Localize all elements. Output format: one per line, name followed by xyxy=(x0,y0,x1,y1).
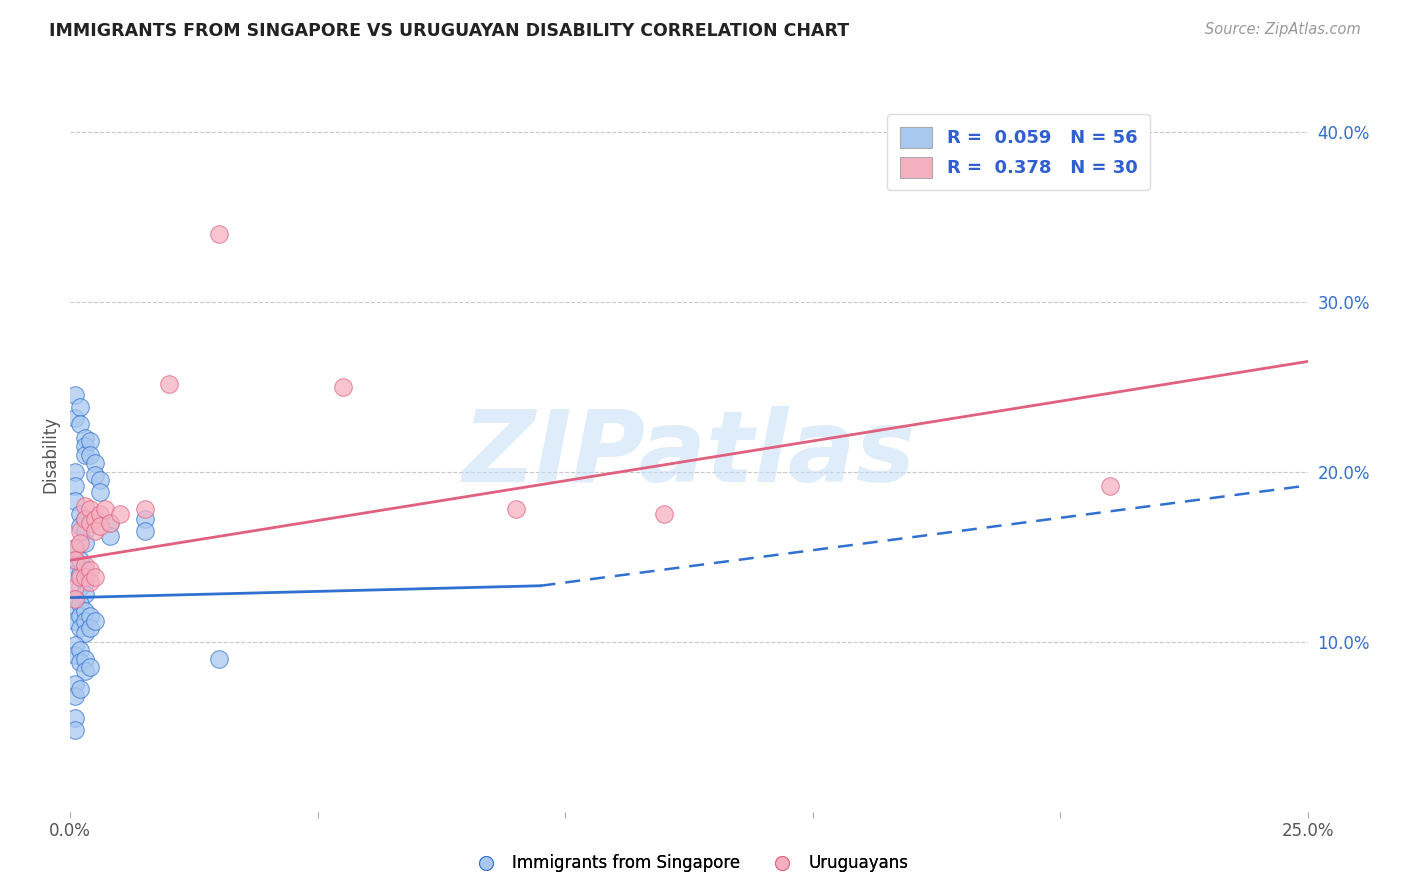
Point xyxy=(79,564,101,578)
Point xyxy=(69,519,91,533)
Point xyxy=(79,448,101,462)
Point xyxy=(69,508,91,522)
Text: IMMIGRANTS FROM SINGAPORE VS URUGUAYAN DISABILITY CORRELATION CHART: IMMIGRANTS FROM SINGAPORE VS URUGUAYAN D… xyxy=(49,22,849,40)
Point xyxy=(79,575,101,590)
Point xyxy=(84,570,107,584)
Point xyxy=(69,401,91,415)
Point xyxy=(84,457,107,471)
Point xyxy=(208,227,231,241)
Point xyxy=(75,536,97,550)
Point xyxy=(332,380,354,394)
Point xyxy=(89,485,111,500)
Point xyxy=(652,508,675,522)
Point xyxy=(98,529,121,543)
Point xyxy=(65,615,87,629)
Point xyxy=(65,677,87,691)
Y-axis label: Disability: Disability xyxy=(41,417,59,493)
Point xyxy=(84,468,107,483)
Point xyxy=(75,448,97,462)
Point xyxy=(65,478,87,492)
Point xyxy=(65,592,87,607)
Point xyxy=(94,502,117,516)
Point xyxy=(75,604,97,618)
Point xyxy=(75,431,97,445)
Point xyxy=(65,638,87,652)
Point xyxy=(75,524,97,539)
Point xyxy=(65,689,87,703)
Point xyxy=(134,524,156,539)
Point xyxy=(65,648,87,663)
Point xyxy=(69,682,91,697)
Point xyxy=(84,524,107,539)
Point xyxy=(75,512,97,526)
Point xyxy=(89,508,111,522)
Point xyxy=(84,615,107,629)
Point xyxy=(134,502,156,516)
Legend: Immigrants from Singapore, Uruguayans: Immigrants from Singapore, Uruguayans xyxy=(463,847,915,879)
Point xyxy=(79,502,101,516)
Point xyxy=(69,536,91,550)
Point xyxy=(89,519,111,533)
Point xyxy=(75,512,97,526)
Point xyxy=(65,541,87,556)
Point xyxy=(79,516,101,530)
Point xyxy=(75,575,97,590)
Point xyxy=(75,626,97,640)
Point xyxy=(65,711,87,725)
Point xyxy=(1098,478,1121,492)
Point xyxy=(157,376,180,391)
Point xyxy=(75,615,97,629)
Point xyxy=(134,512,156,526)
Point xyxy=(84,512,107,526)
Point xyxy=(69,524,91,539)
Point xyxy=(108,508,131,522)
Point xyxy=(505,502,527,516)
Point xyxy=(79,660,101,674)
Point xyxy=(208,652,231,666)
Point xyxy=(98,516,121,530)
Point xyxy=(65,592,87,607)
Point xyxy=(79,434,101,449)
Point xyxy=(65,604,87,618)
Point xyxy=(75,664,97,678)
Point xyxy=(75,499,97,513)
Point xyxy=(75,564,97,578)
Point xyxy=(65,493,87,508)
Point xyxy=(98,516,121,530)
Point xyxy=(69,655,91,669)
Point xyxy=(65,541,87,556)
Point xyxy=(75,558,97,573)
Point xyxy=(75,439,97,453)
Point xyxy=(79,621,101,635)
Point xyxy=(69,570,91,584)
Point xyxy=(65,465,87,479)
Point xyxy=(89,474,111,488)
Text: Source: ZipAtlas.com: Source: ZipAtlas.com xyxy=(1205,22,1361,37)
Point xyxy=(69,609,91,624)
Point xyxy=(69,417,91,432)
Point xyxy=(65,553,87,567)
Point xyxy=(75,587,97,601)
Point xyxy=(69,621,91,635)
Point xyxy=(65,566,87,581)
Point xyxy=(69,581,91,595)
Point xyxy=(75,652,97,666)
Point xyxy=(65,553,87,567)
Point xyxy=(65,723,87,738)
Point xyxy=(69,643,91,657)
Point xyxy=(65,581,87,595)
Point xyxy=(65,410,87,425)
Point xyxy=(65,388,87,402)
Text: ZIPatlas: ZIPatlas xyxy=(463,407,915,503)
Point xyxy=(69,553,91,567)
Point xyxy=(69,566,91,581)
Point xyxy=(79,609,101,624)
Point xyxy=(69,598,91,612)
Point xyxy=(75,570,97,584)
